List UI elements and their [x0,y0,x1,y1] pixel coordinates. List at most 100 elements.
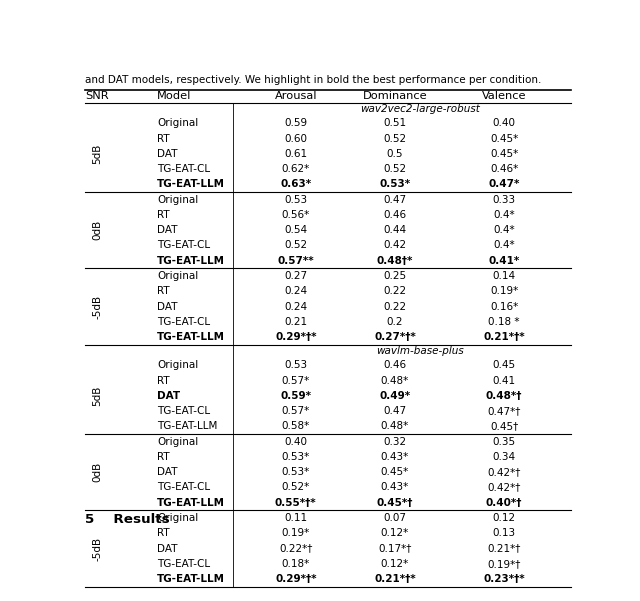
Text: 0.51: 0.51 [383,118,406,128]
Text: 0.48*†: 0.48*† [486,391,522,401]
Text: 0.22*†: 0.22*† [279,543,312,554]
Text: 0.57*: 0.57* [282,406,310,416]
Text: 0.48*: 0.48* [381,421,409,432]
Text: 0dB: 0dB [92,462,102,483]
Text: 0.29*†*: 0.29*†* [275,332,317,342]
Text: 0.4*: 0.4* [493,225,515,235]
Text: RT: RT [157,210,170,220]
Text: 0.54: 0.54 [284,225,307,235]
Text: 0.19*: 0.19* [490,286,518,296]
Text: 0.34: 0.34 [493,452,516,462]
Text: 0.44: 0.44 [383,225,406,235]
Text: 0.21*†*: 0.21*†* [374,574,416,584]
Text: 0.45: 0.45 [493,360,516,370]
Text: 0.22: 0.22 [383,286,406,296]
Text: 0.45*: 0.45* [490,133,518,144]
Text: 0.45*†: 0.45*† [377,498,413,508]
Text: 0.25: 0.25 [383,271,406,281]
Text: Original: Original [157,195,198,204]
Text: 0.13: 0.13 [493,528,516,538]
Text: 0.59: 0.59 [284,118,307,128]
Text: 0.47: 0.47 [383,195,406,204]
Text: 0.27*†*: 0.27*†* [374,332,416,342]
Text: wav2vec2-large-robust: wav2vec2-large-robust [360,104,480,114]
Text: DAT: DAT [157,467,177,477]
Text: 0.42: 0.42 [383,240,406,251]
Text: Valence: Valence [482,91,526,101]
Text: Arousal: Arousal [275,91,317,101]
Text: 0.11: 0.11 [284,513,307,523]
Text: and DAT models, respectively. We highlight in bold the best performance per cond: and DAT models, respectively. We highlig… [85,75,541,85]
Text: 0.18 *: 0.18 * [488,317,520,327]
Text: 0.12*: 0.12* [381,528,409,538]
Text: 0.60: 0.60 [284,133,307,144]
Text: 0.56*: 0.56* [282,210,310,220]
Text: 0.46*: 0.46* [490,164,518,174]
Text: 0dB: 0dB [92,220,102,240]
Text: 0.14: 0.14 [493,271,516,281]
Text: 0.45†: 0.45† [490,421,518,432]
Text: TG-EAT-LLM: TG-EAT-LLM [157,179,225,189]
Text: 0.53*: 0.53* [282,467,310,477]
Text: RT: RT [157,286,170,296]
Text: Dominance: Dominance [363,91,428,101]
Text: 0.57*: 0.57* [282,376,310,386]
Text: TG-EAT-CL: TG-EAT-CL [157,240,210,251]
Text: 0.47: 0.47 [383,406,406,416]
Text: -5dB: -5dB [92,294,102,319]
Text: 0.53: 0.53 [284,360,307,370]
Text: 0.62*: 0.62* [282,164,310,174]
Text: 0.57**: 0.57** [278,255,314,266]
Text: 0.42*†: 0.42*† [488,467,521,477]
Text: Original: Original [157,118,198,128]
Text: 0.29*†*: 0.29*†* [275,574,317,584]
Text: 0.58*: 0.58* [282,421,310,432]
Text: 0.21*†: 0.21*† [488,543,521,554]
Text: 0.32: 0.32 [383,437,406,447]
Text: 0.45*: 0.45* [490,149,518,159]
Text: 0.52*: 0.52* [282,483,310,492]
Text: 5dB: 5dB [92,386,102,406]
Text: 0.07: 0.07 [383,513,406,523]
Text: 0.52: 0.52 [383,133,406,144]
Text: 0.46: 0.46 [383,210,406,220]
Text: 0.41: 0.41 [493,376,516,386]
Text: 0.2: 0.2 [387,317,403,327]
Text: RT: RT [157,528,170,538]
Text: DAT: DAT [157,149,177,159]
Text: DAT: DAT [157,543,177,554]
Text: 0.42*†: 0.42*† [488,483,521,492]
Text: 0.41*: 0.41* [488,255,520,266]
Text: TG-EAT-CL: TG-EAT-CL [157,406,210,416]
Text: TG-EAT-CL: TG-EAT-CL [157,559,210,569]
Text: 0.46: 0.46 [383,360,406,370]
Text: 0.45*: 0.45* [381,467,409,477]
Text: 0.40: 0.40 [493,118,516,128]
Text: 0.40*†: 0.40*† [486,498,522,508]
Text: 0.17*†: 0.17*† [378,543,412,554]
Text: 0.4*: 0.4* [493,240,515,251]
Text: 0.35: 0.35 [493,437,516,447]
Text: TG-EAT-LLM: TG-EAT-LLM [157,574,225,584]
Text: TG-EAT-CL: TG-EAT-CL [157,317,210,327]
Text: Model: Model [157,91,191,101]
Text: 0.16*: 0.16* [490,302,518,311]
Text: 0.48*: 0.48* [381,376,409,386]
Text: Original: Original [157,513,198,523]
Text: 0.33: 0.33 [493,195,516,204]
Text: 0.22: 0.22 [383,302,406,311]
Text: TG-EAT-LLM: TG-EAT-LLM [157,255,225,266]
Text: RT: RT [157,452,170,462]
Text: TG-EAT-LLM: TG-EAT-LLM [157,332,225,342]
Text: 0.47*: 0.47* [488,179,520,189]
Text: 0.19*: 0.19* [282,528,310,538]
Text: 0.23*†*: 0.23*†* [483,574,525,584]
Text: wavlm-base-plus: wavlm-base-plus [376,346,463,356]
Text: 0.27: 0.27 [284,271,307,281]
Text: 0.52: 0.52 [383,164,406,174]
Text: 0.55*†*: 0.55*†* [275,498,317,508]
Text: 0.18*: 0.18* [282,559,310,569]
Text: DAT: DAT [157,225,177,235]
Text: 0.12: 0.12 [493,513,516,523]
Text: RT: RT [157,133,170,144]
